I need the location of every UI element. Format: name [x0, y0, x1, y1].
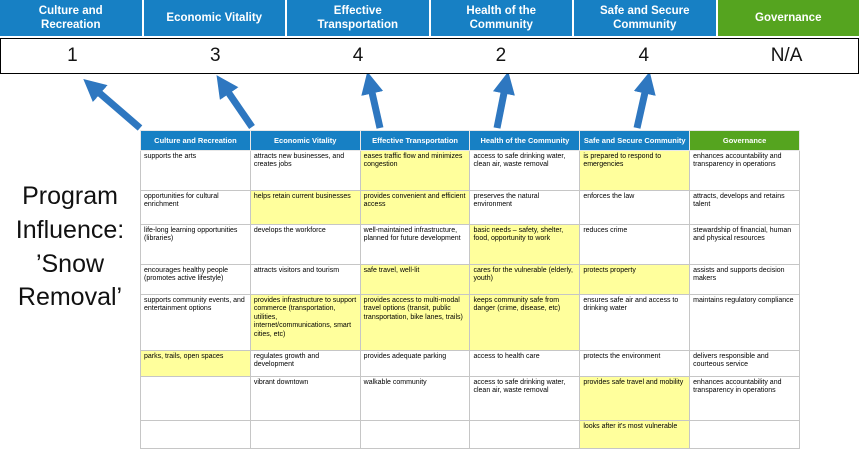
arrow-health-of-the-community [492, 74, 515, 129]
matrix-cell-4-2: provides access to multi-modal travel op… [359, 294, 471, 351]
matrix-cell-4-0: supports community events, and entertain… [140, 294, 251, 351]
score-value-0: 1 [67, 45, 78, 66]
matrix-row-3: encourages healthy people (promotes acti… [140, 264, 800, 295]
matrix-cell-6-5: enhances accountability and transparency… [689, 376, 800, 421]
score-value-1: 3 [209, 45, 221, 66]
program-label-line-1: Program [22, 182, 118, 210]
matrix-cell-5-4: protects the environment [579, 350, 691, 377]
matrix-cell-3-3: cares for the vulnerable (elderly, youth… [469, 264, 581, 295]
matrix-cell-5-2: provides adequate parking [359, 350, 471, 377]
matrix-cell-1-0: opportunities for cultural enrichment [140, 190, 251, 225]
influence-matrix: Culture and Recreation Economic Vitality E… [140, 130, 800, 449]
matrix-cell-7-0 [140, 420, 251, 449]
matrix-cell-1-1: helps retain current businesses [249, 190, 361, 225]
matrix-cell-1-2: provides convenient and efficient access [359, 190, 471, 225]
matrix-cell-0-4: is prepared to respond to emergencies [579, 150, 691, 191]
matrix-header-0: Culture and Recreation [140, 130, 251, 151]
matrix-cell-0-1: attracts new businesses, and creates job… [249, 150, 361, 191]
matrix-cell-6-1: vibrant downtown [249, 376, 361, 421]
matrix-header-3: Health of the Community [469, 130, 581, 151]
matrix-cell-2-1: develops the workforce [249, 224, 361, 265]
program-label-line-4: Removal’ [17, 283, 123, 312]
matrix-header-4: Safe and Secure Community [579, 130, 691, 151]
score-value-4: 4 [638, 45, 650, 66]
matrix-cell-7-2 [359, 420, 471, 449]
matrix-cell-5-3: access to health care [469, 350, 581, 377]
matrix-cell-0-3: access to safe drinking water, clean air… [469, 150, 581, 191]
program-influence-label: Program Influence: ’Snow Removal’ [0, 180, 140, 315]
summary-header-3: Health of the Community [430, 0, 572, 36]
matrix-cell-0-0: supports the arts [140, 150, 251, 191]
matrix-row-1: opportunities for cultural enrichment hel… [140, 190, 800, 225]
matrix-cell-1-5: attracts, develops and retains talent [689, 190, 800, 225]
matrix-cell-6-4: provides safe travel and mobility [579, 376, 691, 421]
matrix-cell-4-5: maintains regulatory compliance [689, 294, 800, 351]
score-value-3: 2 [495, 45, 507, 66]
matrix-cell-7-1 [249, 420, 361, 449]
matrix-cell-2-0: life-long learning opportunities (librar… [140, 224, 251, 265]
matrix-cell-2-2: well-maintained infrastructure, planned … [359, 224, 471, 265]
matrix-header-5: Governance [689, 130, 800, 151]
arrow-economic-vitality [216, 75, 255, 129]
matrix-cell-2-5: stewardship of financial, human and phys… [689, 224, 800, 265]
matrix-head: Culture and Recreation Economic Vitality E… [140, 130, 800, 151]
matrix-cell-0-5: enhances accountability and transparency… [689, 150, 800, 191]
matrix-cell-4-1: provides infrastructure to support comme… [249, 294, 361, 351]
matrix-cell-6-2: walkable community [359, 376, 471, 421]
program-label-line-3: ’Snow [35, 249, 105, 278]
summary-header-row: Culture and Recreation Economic Vitality E… [0, 0, 859, 36]
score-row: 1 3 4 2 4 N/A [0, 38, 859, 74]
matrix-cell-5-1: regulates growth and development [249, 350, 361, 377]
matrix-header-1: Economic Vitality [249, 130, 361, 151]
matrix-cell-7-4: looks after it's most vulnerable [579, 420, 691, 449]
matrix-row-0: supports the arts attracts new businesses… [140, 150, 800, 191]
matrix-cell-1-4: enforces the law [579, 190, 691, 225]
program-label-line-2: Influence: [15, 215, 125, 244]
summary-header-0: Culture and Recreation [0, 0, 142, 36]
matrix-header-2: Effective Transportation [359, 130, 471, 151]
matrix-body: supports the arts attracts new businesses… [140, 150, 800, 449]
matrix-row-2: life-long learning opportunities (librar… [140, 224, 800, 265]
matrix-cell-7-3 [469, 420, 581, 449]
summary-header-1: Economic Vitality [143, 0, 285, 36]
matrix-cell-1-3: preserves the natural environment [469, 190, 581, 225]
arrow-culture-and-recreation [83, 79, 143, 131]
matrix-cell-6-3: access to safe drinking water, clean air… [469, 376, 581, 421]
matrix-cell-3-5: assists and supports decision makers [689, 264, 800, 295]
score-arrows [83, 74, 656, 131]
matrix-header-row: Culture and Recreation Economic Vitality E… [140, 130, 800, 151]
summary-header-5: Governance [717, 0, 859, 36]
matrix-cell-3-4: protects property [579, 264, 691, 295]
matrix-cell-4-4: ensures safe air and access to drinking … [579, 294, 691, 351]
matrix-row-5: parks, trails, open spaces regulates grow… [140, 350, 800, 377]
summary-header-2: Effective Transportation [287, 0, 429, 36]
matrix-cell-3-1: attracts visitors and tourism [249, 264, 361, 295]
arrow-effective-transportation [361, 74, 384, 129]
score-value-2: 4 [352, 45, 364, 66]
matrix-cell-6-0 [140, 376, 251, 421]
matrix-cell-3-2: safe travel, well-lit [359, 264, 471, 295]
matrix-row-4: supports community events, and entertain… [140, 294, 800, 351]
matrix-row-6: vibrant downtown walkable community access… [140, 376, 800, 421]
matrix-cell-5-5: delivers responsible and courteous servi… [689, 350, 800, 377]
matrix-cell-2-4: reduces crime [579, 224, 691, 265]
matrix-cell-7-5 [689, 420, 800, 449]
matrix-cell-0-2: eases traffic flow and minimizes congest… [359, 150, 471, 191]
matrix-cell-4-3: keeps community safe from danger (crime,… [469, 294, 581, 351]
matrix-cell-3-0: encourages healthy people (promotes acti… [140, 264, 251, 295]
matrix-cell-5-0: parks, trails, open spaces [140, 350, 251, 377]
summary-header-4: Safe and Secure Community [574, 0, 716, 36]
matrix-cell-2-3: basic needs – safety, shelter, food, opp… [469, 224, 581, 265]
matrix-row-7: looks after it's most vulnerable [140, 420, 800, 449]
score-value-5: N/A [770, 45, 803, 66]
arrow-safe-and-secure-community [633, 74, 656, 129]
